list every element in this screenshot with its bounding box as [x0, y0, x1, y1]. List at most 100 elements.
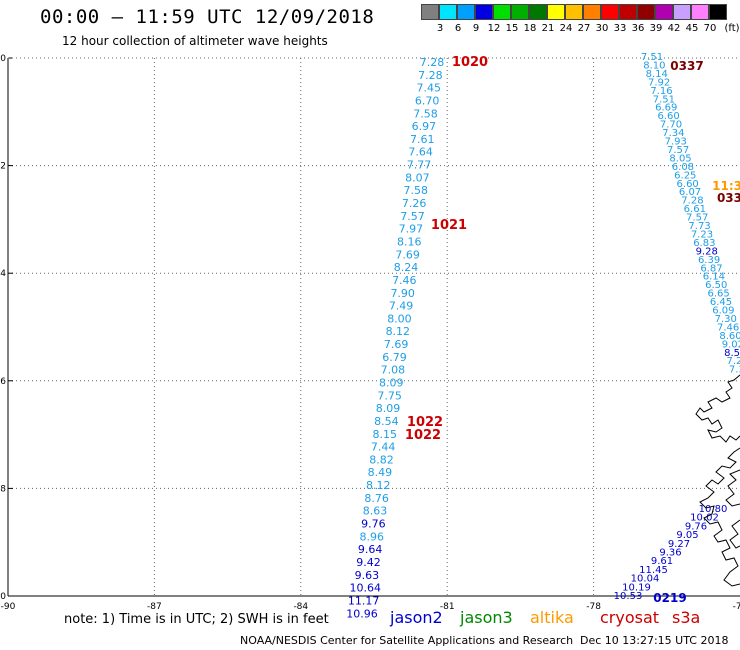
wave-height-label: 10.04 [631, 574, 660, 585]
lon-tick-label: -81 [440, 602, 455, 612]
lon-tick-label: -78 [586, 602, 601, 612]
wave-height-label: 9.61 [651, 556, 673, 567]
scale-swatch [493, 4, 511, 20]
wave-height-label: 6.83 [693, 238, 715, 249]
wave-height-label: 8.96 [360, 530, 385, 543]
lat-tick-label: -50 [0, 592, 6, 602]
wave-height-label: 9.28 [696, 246, 718, 257]
wave-height-label: 9.36 [659, 548, 681, 559]
scale-unit-label: (ft) [724, 23, 740, 34]
time-label: 1022 [405, 428, 441, 443]
wave-height-label: 9.76 [685, 521, 707, 532]
coastline [695, 374, 740, 443]
scale-swatch [457, 4, 475, 20]
scale-label: 27 [577, 23, 591, 34]
wave-height-label: 7.92 [648, 77, 670, 88]
scale-swatch [673, 4, 691, 20]
wave-height-label: 6.60 [677, 179, 699, 190]
wave-height-label: 8.10 [643, 60, 665, 71]
wave-height-label: 9.27 [668, 539, 690, 550]
scale-swatch [421, 4, 439, 20]
wave-height-label: 8.49 [368, 466, 393, 479]
wave-height-label: 7.97 [399, 223, 424, 236]
lat-tick-label: -44 [0, 269, 6, 279]
scale-swatch [475, 4, 493, 20]
wave-height-label: 6.50 [705, 280, 727, 291]
wave-height-label: 9.63 [355, 569, 380, 582]
wave-height-label: 8.12 [386, 325, 411, 338]
wave-height-label: 10.96 [346, 607, 378, 620]
wave-height-label: 7.45 [416, 82, 441, 95]
page-title: 00:00 – 11:59 UTC 12/09/2018 [40, 6, 375, 28]
wave-height-label: 8.24 [394, 261, 419, 274]
wave-height-label: 7.46 [392, 274, 417, 287]
wave-height-label: 7.08 [381, 364, 406, 377]
page-subtitle: 12 hour collection of altimeter wave hei… [62, 34, 328, 48]
wave-height-label: 8.63 [363, 505, 388, 518]
wave-height-label: 8.05 [669, 153, 691, 164]
wave-height-label: 7.30 [715, 314, 737, 325]
scale-label: 70 [703, 23, 717, 34]
generation-timestamp: Dec 10 13:27:15 UTC 2018 [580, 634, 729, 647]
wave-height-label: 11.45 [639, 565, 668, 576]
lat-tick-label: -48 [0, 484, 6, 494]
time-label: 0337 [670, 59, 703, 73]
wave-height-label: 7.28 [418, 69, 443, 82]
scale-label: 6 [454, 23, 462, 34]
wave-height-label: 9.02 [722, 339, 740, 350]
scale-label: 30 [595, 23, 609, 34]
scale-label: 33 [613, 23, 627, 34]
scale-swatch [439, 4, 457, 20]
wave-height-label: 7.93 [665, 137, 687, 148]
satellite-s3a: s3a [672, 608, 701, 627]
wave-height-label: 6.09 [712, 306, 734, 317]
scale-label: 36 [631, 23, 645, 34]
wave-height-label: 8.09 [379, 377, 404, 390]
wave-height-label: 7.34 [662, 128, 684, 139]
lat-tick-label: -40 [0, 54, 6, 64]
scale-swatch [529, 4, 547, 20]
wave-height-label: 8.51 [724, 348, 740, 359]
wave-height-label: 6.14 [703, 272, 725, 283]
wave-height-label: 8.54 [374, 415, 399, 428]
wave-height-label: 6.45 [710, 297, 732, 308]
satellite-jason3: jason3 [460, 608, 513, 627]
wave-height-label: 7.44 [371, 441, 396, 454]
scale-swatch [655, 4, 673, 20]
wave-height-label: 6.07 [679, 187, 701, 198]
wave-height-label: 7.46 [717, 322, 739, 333]
wave-height-label: 7.64 [408, 146, 433, 159]
scale-swatch [637, 4, 655, 20]
wave-height-label: 7.28 [420, 56, 445, 69]
time-label: 11:3 [712, 179, 740, 193]
scale-label: 24 [559, 23, 573, 34]
scale-swatch [547, 4, 565, 20]
satellite-altika: altika [530, 608, 574, 627]
scale-label: 45 [685, 23, 699, 34]
wave-height-label: 7.49 [389, 300, 414, 313]
wave-height-label: 6.97 [412, 120, 437, 133]
wave-height-label: 9.64 [358, 543, 383, 556]
wave-height-label: 8.60 [719, 331, 740, 342]
wave-height-label: 7.69 [395, 248, 420, 261]
time-label: 0219 [653, 591, 686, 605]
scale-swatch [601, 4, 619, 20]
wave-height-label: 8.16 [397, 235, 422, 248]
wave-height-label: 7.58 [403, 184, 428, 197]
scale-label: 9 [472, 23, 480, 34]
scale-swatch [583, 4, 601, 20]
wave-height-label: 7.75 [377, 389, 402, 402]
coastline [699, 447, 740, 587]
lon-tick-label: -84 [293, 602, 308, 612]
wave-height-label: 9.76 [361, 518, 386, 531]
wave-height-label: 7.23 [691, 229, 713, 240]
scale-label: 21 [541, 23, 555, 34]
wave-height-label: 6.65 [707, 289, 729, 300]
wave-height-label: 7.77 [407, 159, 432, 172]
scale-label: 18 [523, 23, 537, 34]
wave-height-label: 7.26 [402, 197, 427, 210]
wave-height-label: 8.09 [376, 402, 401, 415]
scale-swatch [709, 4, 727, 20]
wave-height-label: 7.16 [650, 86, 672, 97]
